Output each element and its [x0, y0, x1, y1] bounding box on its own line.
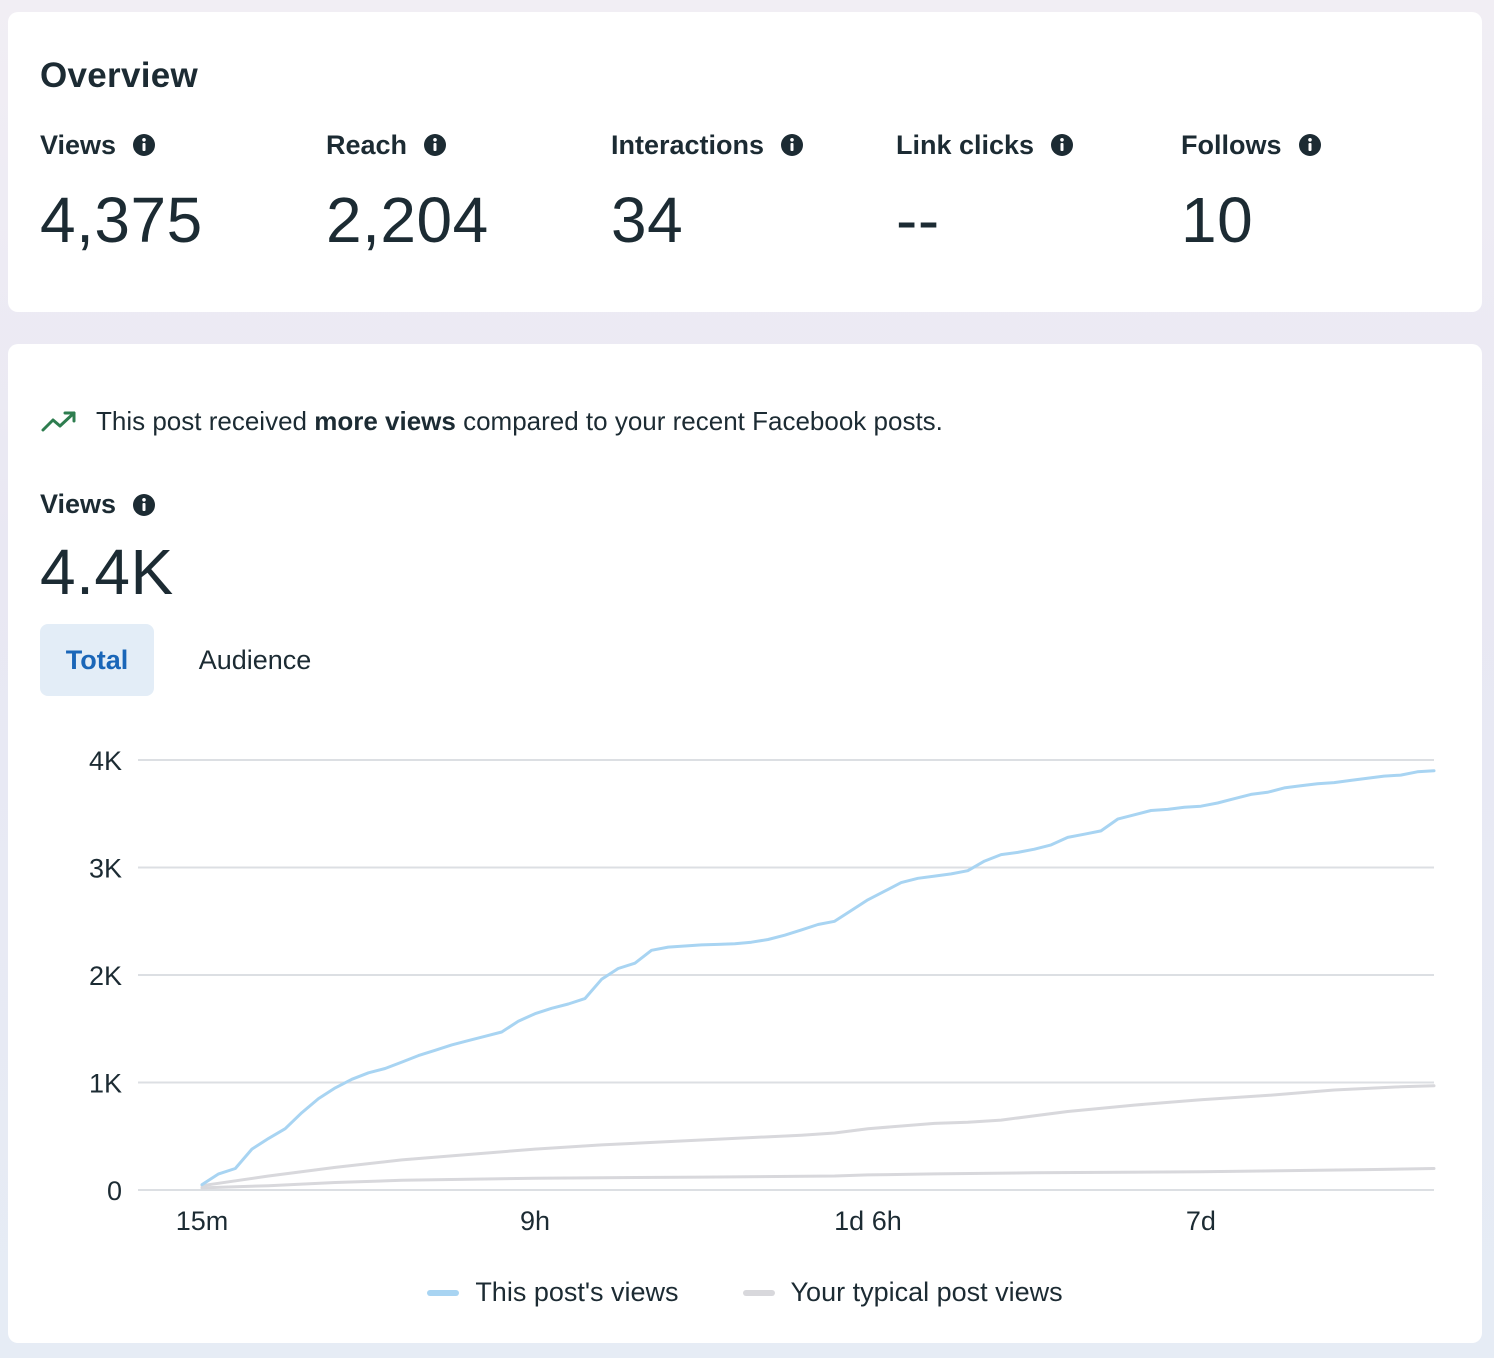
metric-value: 2,204	[326, 184, 489, 256]
metric-value: 10	[1181, 184, 1254, 256]
insight-emphasis: more views	[314, 406, 456, 436]
metric-reach: Reach 2,204	[326, 128, 489, 256]
metric-label-text: Views	[40, 129, 117, 160]
metric-value: 34	[611, 184, 684, 256]
views-label-text: Views	[40, 489, 117, 519]
metric-label-text: Link clicks	[896, 129, 1035, 160]
legend-swatch	[427, 1289, 460, 1296]
info-icon[interactable]	[780, 133, 804, 157]
insight-prefix: This post received	[96, 406, 315, 436]
x-tick-label: 1d 6h	[834, 1206, 902, 1236]
info-icon[interactable]	[1050, 133, 1074, 157]
insight-message: This post received more views compared t…	[40, 406, 943, 437]
chart-legend: This post's views Your typical post view…	[8, 1277, 1482, 1308]
series-line-typical	[200, 1084, 1436, 1188]
y-tick-label: 1K	[89, 1069, 122, 1099]
legend-label: Your typical post views	[790, 1277, 1063, 1307]
metric-label-text: Follows	[1181, 129, 1282, 160]
trending-up-icon	[41, 411, 76, 431]
metric-interactions: Interactions 34	[611, 128, 804, 252]
metric-value: --	[896, 184, 940, 256]
x-tick-label: 7d	[1186, 1206, 1216, 1236]
info-icon[interactable]	[423, 133, 447, 157]
metric-label: Interactions	[611, 128, 804, 162]
views-card: This post received more views compared t…	[8, 344, 1482, 1343]
legend-item-this-post[interactable]: This post's views	[427, 1277, 679, 1308]
info-icon[interactable]	[1298, 133, 1322, 157]
metric-label: Views	[40, 128, 203, 162]
metric-label-text: Interactions	[611, 129, 765, 160]
metric-label-text: Reach	[326, 129, 408, 160]
overview-card: Overview Views 4,375 Reach 2,204 Interac…	[8, 12, 1482, 312]
metric-label: Reach	[326, 128, 489, 162]
metric-views: Views 4,375	[40, 128, 203, 256]
views-total: 4.4K	[40, 536, 174, 608]
legend-swatch	[742, 1289, 775, 1296]
views-label: Views	[40, 489, 156, 520]
y-tick-label: 2K	[89, 961, 122, 991]
overview-title: Overview	[40, 56, 199, 95]
views-line-chart: 0 1K 2K 3K 4K 15m 9h 1d 6h 7d	[89, 746, 1436, 1236]
info-icon[interactable]	[132, 133, 156, 157]
metric-link-clicks: Link clicks --	[896, 128, 1074, 252]
y-tick-label: 0	[107, 1176, 122, 1206]
info-icon[interactable]	[132, 493, 156, 517]
legend-label: This post's views	[475, 1277, 679, 1307]
metric-label: Follows	[1181, 128, 1322, 162]
tab-audience[interactable]: Audience	[198, 644, 312, 675]
metric-value: 4,375	[40, 184, 203, 256]
tab-total[interactable]: Total	[40, 624, 154, 696]
series-line-this-post	[200, 769, 1436, 1187]
metric-label: Link clicks	[896, 128, 1074, 162]
insight-suffix: compared to your recent Facebook posts.	[455, 406, 943, 436]
metric-follows: Follows 10	[1181, 128, 1322, 252]
y-tick-label: 3K	[89, 854, 122, 884]
legend-item-typical[interactable]: Your typical post views	[742, 1277, 1063, 1308]
series-line-typical-lower	[200, 1167, 1436, 1190]
x-tick-label: 9h	[520, 1206, 550, 1236]
y-tick-label: 4K	[89, 746, 122, 776]
x-tick-label: 15m	[176, 1206, 229, 1236]
